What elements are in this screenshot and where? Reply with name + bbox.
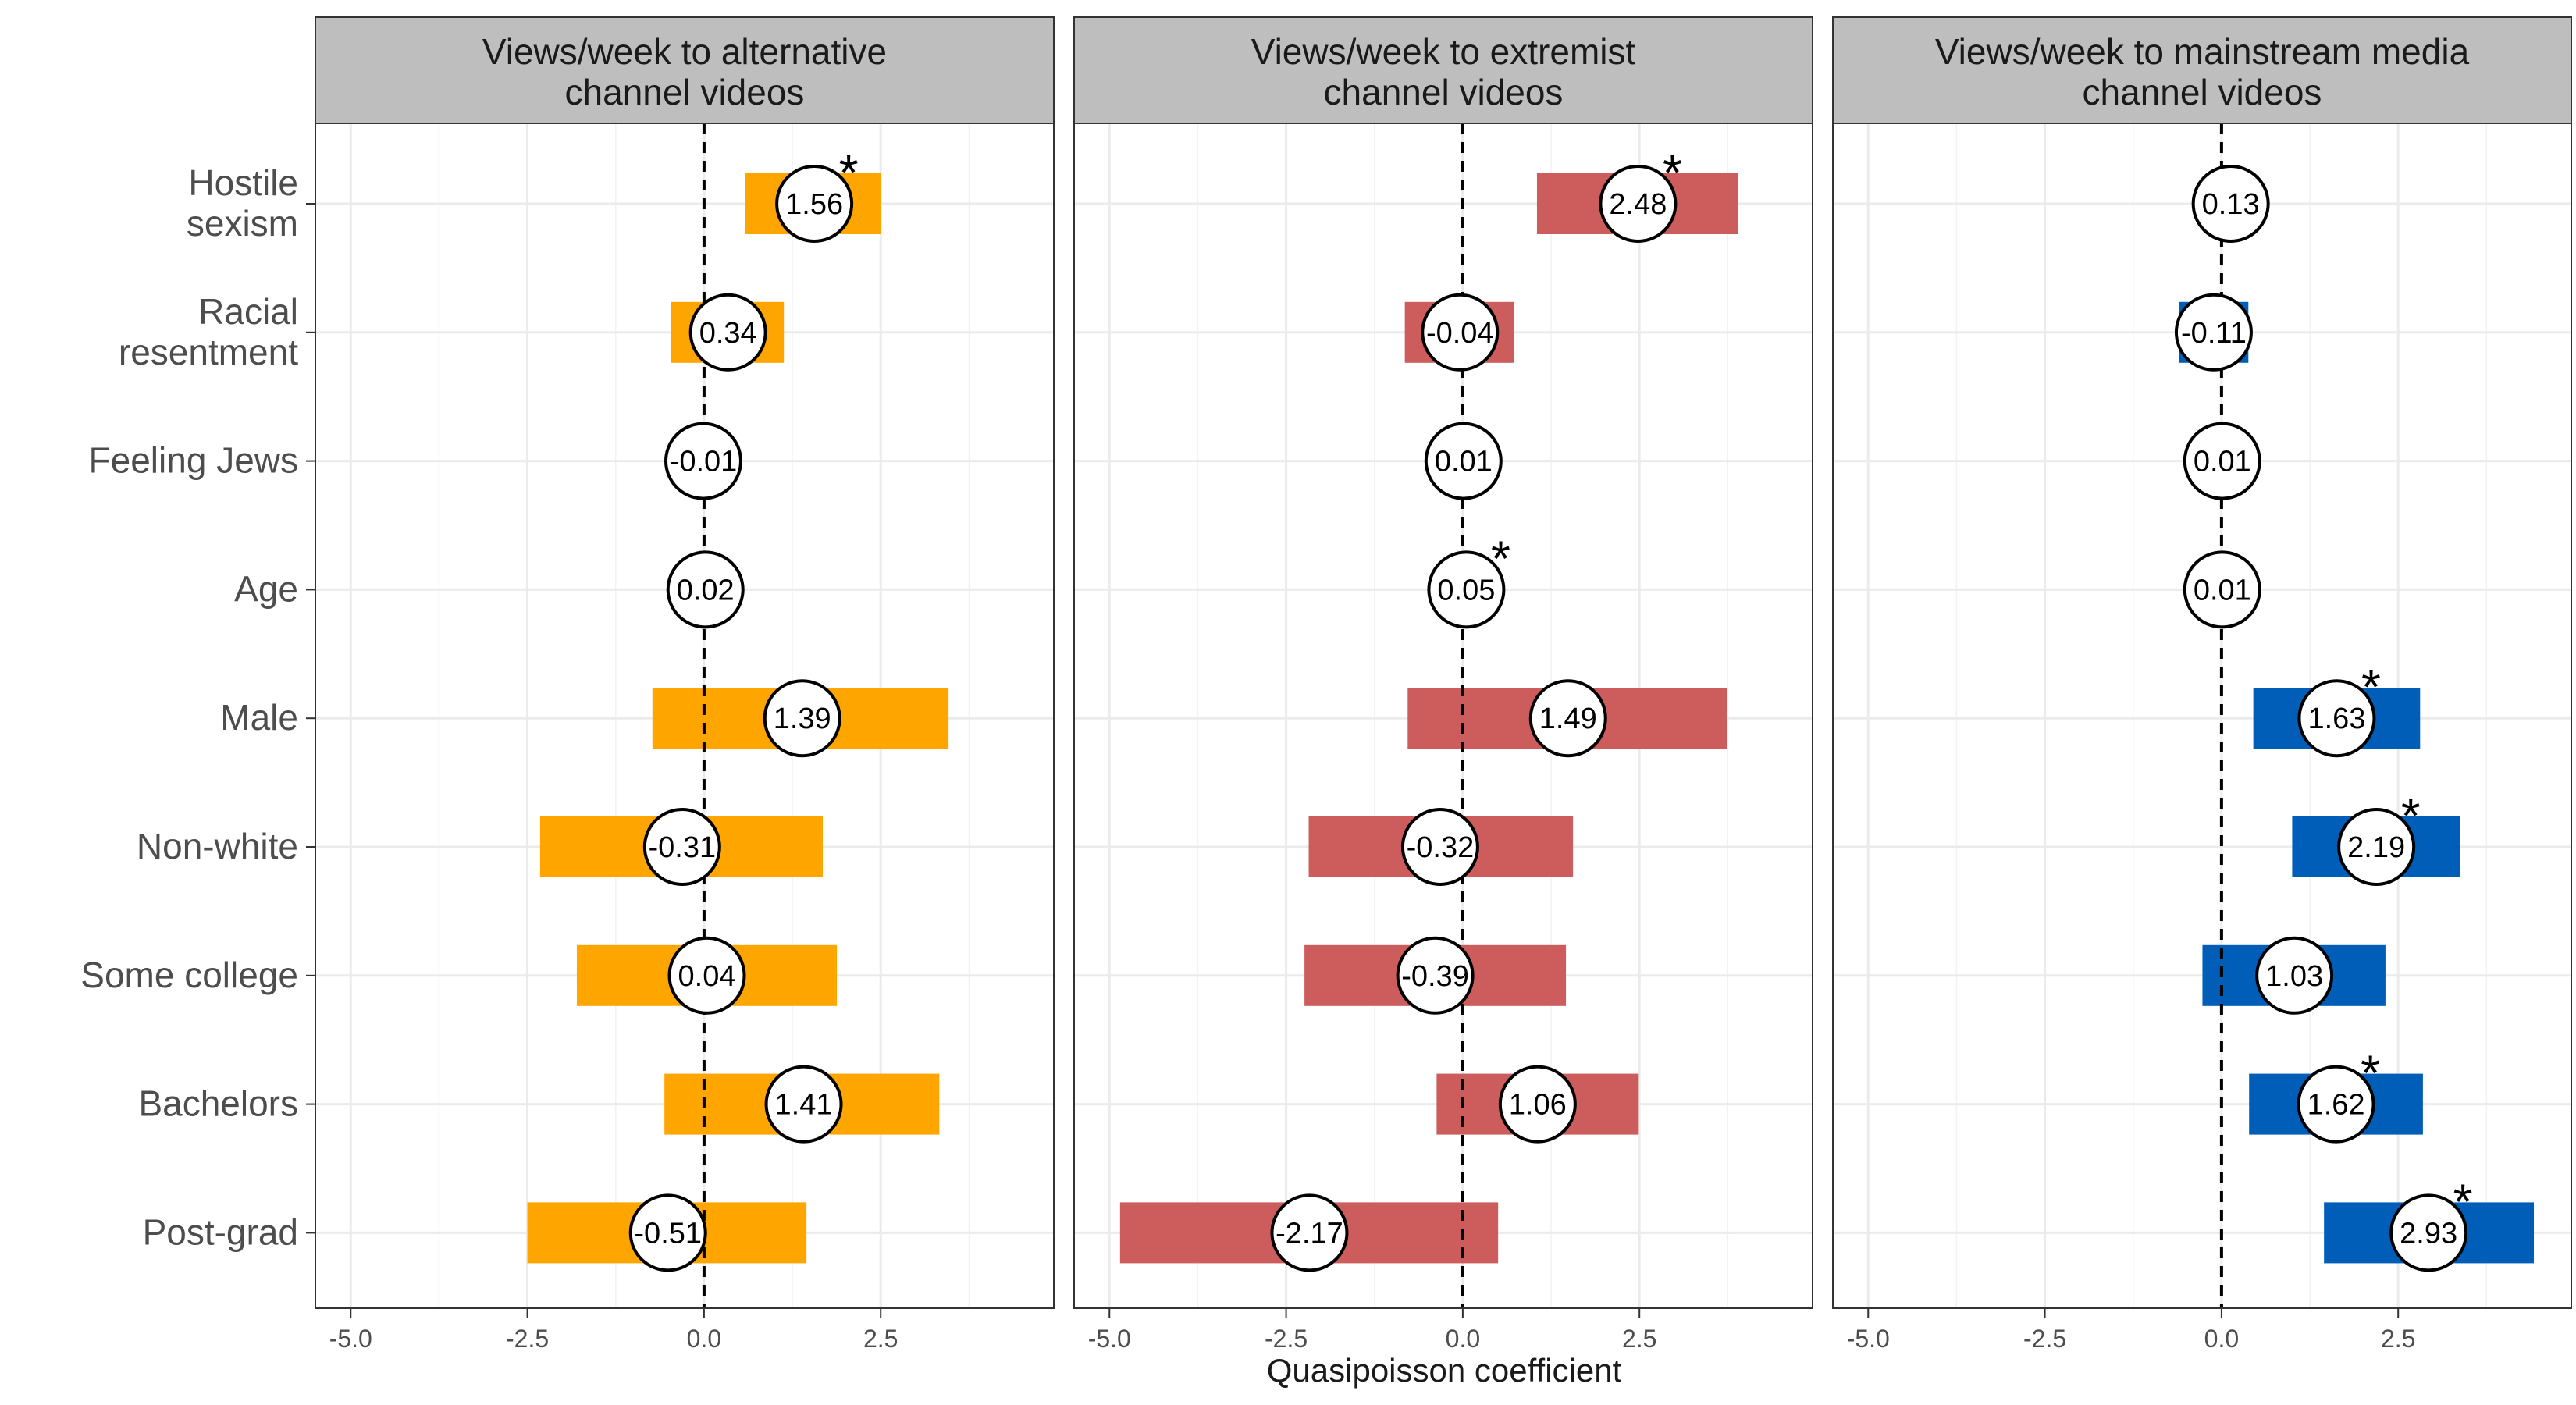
estimate-label: 1.41 [775,1089,833,1122]
facet-panel: Views/week to alternative channel videos 1… [315,16,1055,1353]
significance-star: * [2453,1173,2473,1229]
x-tick-label: -2.5 [1265,1325,1308,1353]
estimate-label: -0.31 [649,831,717,864]
estimate-point [642,808,721,886]
y-tick-label: Age [234,568,298,609]
facet-panel: Views/week to mainstream media channel vi… [1832,16,2572,1353]
estimate-label: -0.04 [1426,317,1494,350]
estimate-label: -0.32 [1407,831,1475,864]
x-tick-label: 0.0 [687,1325,721,1353]
estimate-label: 0.01 [1435,446,1493,478]
y-axis-labels: Hostile sexism Racial resentment Feeling Jew… [80,162,315,1252]
significance-star: * [839,144,859,201]
significance-star: * [1491,530,1510,586]
x-tick-label: -5.0 [1847,1325,1890,1353]
facet-panels: Views/week to alternative channel videos 1… [315,16,2572,1353]
estimate-label: 1.39 [774,702,831,735]
estimate-point [2183,422,2261,500]
x-axis-title: Quasipoisson coefficient [1267,1352,1622,1389]
estimate-point [1270,1193,1349,1272]
estimate-point [775,165,854,243]
estimate-point [2297,1065,2375,1144]
panel-border [315,123,1055,1309]
significance-star: * [2361,1045,2380,1101]
facet-strip [1832,16,2572,124]
estimate-label: -0.01 [670,446,738,478]
y-tick-label: Male [220,697,298,738]
estimate-point [764,1065,843,1144]
estimate-label: -0.39 [1401,960,1469,993]
estimate-point [1498,1065,1577,1144]
facet-title: Views/week to extremist channel videos [1251,31,1636,112]
estimate-label: 0.05 [1437,574,1495,606]
y-tick-label: Bachelors [138,1083,298,1124]
estimate-label: 0.13 [2202,188,2260,221]
estimate-label: 1.49 [1539,702,1597,735]
estimate-label: -2.17 [1276,1217,1343,1250]
panel-border [1073,123,1813,1309]
facet-title: Views/week to mainstream media channel vi… [1935,31,2470,112]
facet-strip [1073,16,1813,124]
estimate-point [2191,165,2270,243]
estimate-label: 2.93 [2400,1217,2457,1250]
facet-title: Views/week to alternative channel videos [482,31,887,112]
estimate-label: 0.04 [678,960,736,993]
x-tick-label: -2.5 [506,1325,549,1353]
estimate-label: 0.01 [2194,574,2251,606]
x-tick-label: 0.0 [1446,1325,1480,1353]
y-tick-label: Feeling Jews [89,440,298,481]
estimate-point [2255,936,2334,1015]
x-tick-label: 2.5 [1622,1325,1656,1353]
estimate-label: 2.48 [1609,188,1667,221]
estimate-point [2389,1193,2468,1272]
estimate-label: 2.19 [2347,831,2405,864]
estimate-point [2183,550,2261,629]
estimate-label: 1.62 [2307,1089,2365,1122]
y-tick-label: Hostile sexism [187,162,298,244]
y-tick-label: Some college [80,955,298,995]
estimate-label: 1.63 [2307,702,2365,735]
estimate-point [763,679,841,758]
estimate-point [664,422,742,500]
y-tick-label: Post-grad [143,1211,298,1252]
significance-star: * [2361,659,2381,715]
x-tick-label: -5.0 [329,1325,372,1353]
x-tick-label: -2.5 [2023,1325,2066,1353]
facet-strip [315,16,1055,124]
panel-border [1832,123,2572,1309]
x-tick-label: 2.5 [863,1325,898,1353]
y-tick-label: Non-white [137,826,298,866]
estimate-point [1427,550,1506,629]
significance-star: * [2401,788,2421,844]
estimate-point [628,1193,707,1272]
estimate-point [1599,165,1678,243]
estimate-label: 1.03 [2265,960,2323,993]
estimate-point [1421,293,1500,372]
estimate-label: 0.02 [677,574,735,606]
x-tick-label: 0.0 [2204,1325,2239,1353]
estimate-label: 1.06 [1509,1089,1567,1122]
estimate-label: 1.56 [785,188,843,221]
estimate-label: 0.34 [699,317,757,350]
estimate-point [2174,293,2253,372]
estimate-point [1424,422,1503,500]
estimate-point [667,936,746,1015]
estimate-point [688,293,767,372]
estimate-point [2297,679,2376,758]
estimate-point [1400,808,1479,886]
estimate-point [1528,679,1607,758]
estimate-point [2337,808,2416,886]
estimate-label: 0.01 [2194,446,2251,478]
estimate-point [1396,936,1475,1015]
estimate-label: -0.11 [2181,317,2247,350]
y-tick-label: Racial resentment [119,291,298,372]
estimate-label: -0.51 [634,1217,702,1250]
facet-panel: Views/week to extremist channel videos 2.4… [1073,16,1813,1353]
x-tick-label: 2.5 [2381,1325,2415,1353]
estimate-point [666,550,745,629]
x-tick-label: -5.0 [1088,1325,1131,1353]
significance-star: * [1663,144,1682,201]
